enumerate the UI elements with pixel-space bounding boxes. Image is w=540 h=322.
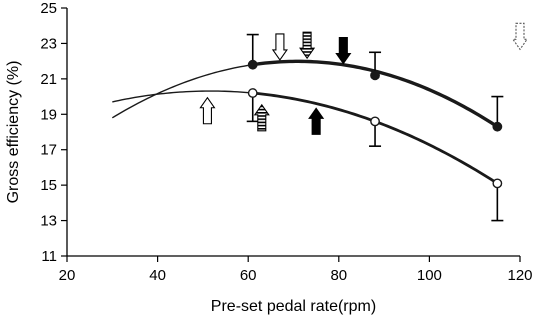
dotted-arrow-down-icon xyxy=(511,22,529,51)
y-tick-label: 15 xyxy=(40,177,57,194)
x-tick-label: 100 xyxy=(417,267,442,284)
y-axis-title: Gross efficiency (%) xyxy=(5,61,22,204)
open-arrow-down-icon xyxy=(271,33,288,61)
arrow-annotations xyxy=(199,22,529,135)
filled-data-point xyxy=(492,121,503,132)
y-axis-ticks: 11 13 15 17 19 21 23 25 xyxy=(40,0,67,265)
y-tick-label: 11 xyxy=(41,248,57,265)
filled-data-point xyxy=(370,70,380,81)
striped-arrow-down-icon xyxy=(299,31,316,60)
open-arrow-up-icon xyxy=(199,96,216,125)
filled-data-point xyxy=(247,59,258,70)
x-axis-title: Pre-set pedal rate(rpm) xyxy=(211,298,376,315)
open-data-point xyxy=(370,116,380,127)
y-tick-label: 13 xyxy=(40,213,57,230)
error-bars xyxy=(246,33,504,222)
x-tick-label: 80 xyxy=(330,267,347,284)
y-tick-label: 21 xyxy=(40,71,57,88)
x-tick-label: 40 xyxy=(149,267,166,284)
striped-arrow-up-icon xyxy=(253,103,270,132)
x-axis-ticks: 20 40 60 80 100 120 xyxy=(59,256,533,284)
x-tick-label: 60 xyxy=(240,267,257,284)
open-data-point xyxy=(247,88,258,98)
x-tick-label: 120 xyxy=(507,267,532,284)
y-tick-label: 17 xyxy=(40,142,57,159)
open-data-point xyxy=(492,178,503,189)
solid-arrow-down-icon xyxy=(335,36,352,65)
y-tick-label: 25 xyxy=(40,0,57,17)
data-points xyxy=(247,59,503,189)
fit-curve-2-thin xyxy=(112,90,498,184)
fit-curves xyxy=(111,59,499,185)
y-tick-label: 23 xyxy=(40,35,57,52)
solid-arrow-up-icon xyxy=(308,107,325,135)
x-tick-label: 20 xyxy=(59,267,76,284)
y-tick-label: 19 xyxy=(40,106,57,123)
